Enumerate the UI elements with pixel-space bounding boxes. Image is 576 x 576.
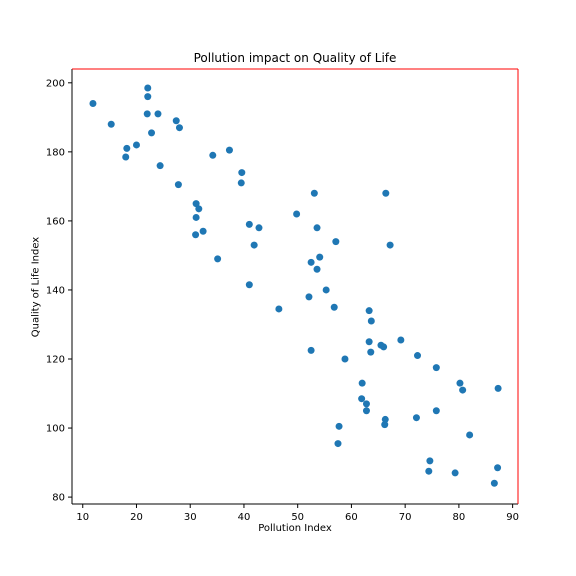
data-point — [310, 189, 318, 197]
x-tick-label: 40 — [238, 512, 251, 523]
data-point — [432, 364, 440, 372]
data-point — [380, 343, 388, 351]
data-point — [305, 293, 313, 301]
data-point — [238, 169, 246, 177]
y-axis-label: Quality of Life Index — [30, 236, 42, 338]
data-point — [313, 265, 321, 273]
data-point — [386, 241, 394, 249]
y-axis-ticks: 80 100 120 140 160 180 200 — [46, 78, 72, 504]
data-point — [132, 141, 140, 149]
data-point — [432, 407, 440, 415]
data-point — [192, 231, 200, 239]
data-point — [237, 179, 245, 187]
data-point — [358, 379, 366, 387]
data-point — [195, 205, 203, 213]
data-point — [494, 464, 502, 472]
data-point — [255, 224, 263, 232]
data-point — [362, 407, 370, 415]
data-point — [335, 422, 343, 430]
x-tick-label: 20 — [130, 512, 143, 523]
x-tick-label: 80 — [453, 512, 466, 523]
data-point — [174, 181, 182, 189]
data-points — [89, 84, 502, 487]
data-point — [250, 241, 258, 249]
data-point — [144, 84, 152, 92]
data-point — [341, 355, 349, 363]
data-point — [426, 457, 434, 465]
y-tick-label: 160 — [46, 216, 65, 227]
data-point — [365, 307, 373, 315]
x-tick-label: 30 — [184, 512, 197, 523]
data-point — [456, 379, 464, 387]
data-point — [381, 421, 389, 429]
data-point — [156, 162, 164, 170]
data-point — [367, 317, 375, 325]
data-point — [209, 151, 217, 159]
data-point — [225, 146, 233, 154]
data-point — [192, 200, 200, 208]
data-point — [307, 346, 315, 354]
chart-title: Pollution impact on Quality of Life — [193, 51, 397, 65]
data-point — [494, 384, 502, 392]
data-point — [414, 352, 422, 360]
x-axis-ticks: 10 20 30 40 50 60 70 80 90 — [76, 504, 519, 523]
data-point — [425, 467, 433, 475]
data-point — [245, 220, 253, 228]
y-tick-label: 180 — [46, 147, 65, 158]
data-point — [451, 469, 459, 477]
x-tick-label: 70 — [399, 512, 412, 523]
data-point — [172, 117, 180, 125]
data-point — [143, 110, 151, 118]
data-point — [123, 144, 131, 152]
x-tick-label: 10 — [76, 512, 89, 523]
data-point — [466, 431, 474, 439]
x-tick-label: 50 — [291, 512, 304, 523]
data-point — [330, 303, 338, 311]
data-point — [89, 100, 97, 108]
data-point — [362, 400, 370, 408]
data-point — [293, 210, 301, 218]
x-tick-label: 90 — [506, 512, 519, 523]
y-tick-label: 120 — [46, 355, 65, 366]
data-point — [316, 253, 324, 261]
data-point — [490, 479, 498, 487]
x-axis-label: Pollution Index — [258, 523, 332, 534]
data-point — [175, 124, 183, 132]
data-point — [144, 93, 152, 101]
data-point — [382, 189, 390, 197]
data-point — [275, 305, 283, 313]
data-point — [122, 153, 130, 161]
data-point — [332, 238, 340, 246]
data-point — [322, 286, 330, 294]
y-tick-label: 80 — [52, 493, 65, 504]
data-point — [358, 395, 366, 403]
axes — [71, 68, 519, 505]
data-point — [397, 336, 405, 344]
data-point — [148, 129, 156, 137]
x-tick-label: 60 — [345, 512, 358, 523]
data-point — [313, 224, 321, 232]
data-point — [214, 255, 222, 263]
data-point — [412, 414, 420, 422]
data-point — [334, 440, 342, 448]
data-point — [245, 281, 253, 289]
data-point — [367, 348, 375, 356]
y-tick-label: 200 — [46, 78, 65, 89]
data-point — [307, 258, 315, 266]
data-point — [192, 213, 200, 221]
data-point — [154, 110, 162, 118]
data-point — [381, 415, 389, 423]
y-tick-label: 100 — [46, 424, 65, 435]
data-point — [459, 386, 467, 394]
y-tick-label: 140 — [46, 285, 65, 296]
data-point — [107, 120, 115, 128]
data-point — [199, 227, 207, 235]
data-point — [365, 338, 373, 346]
